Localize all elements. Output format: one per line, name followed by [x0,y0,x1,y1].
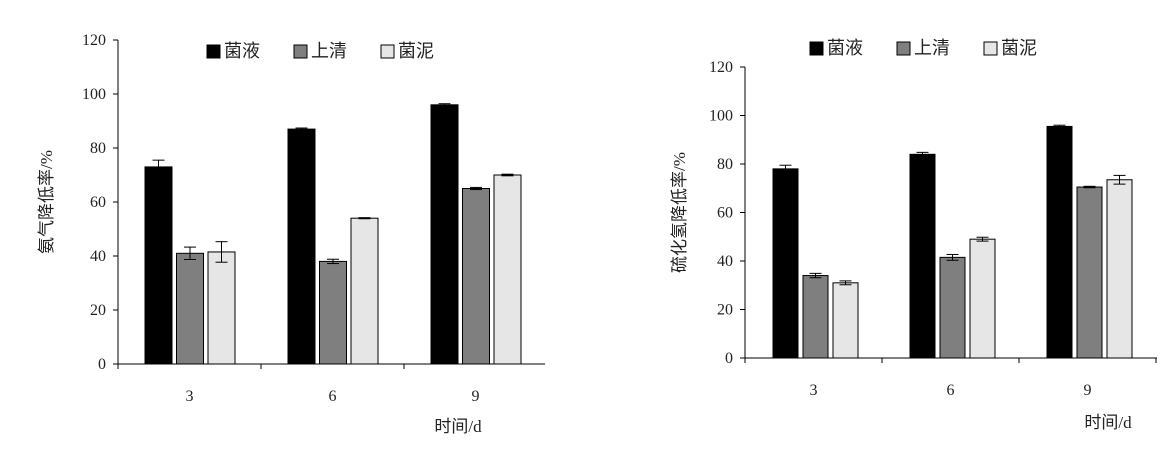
x-axis-title: 时间/d [434,417,482,436]
legend-label-菌液: 菌液 [224,41,260,61]
legend-swatch-菌液 [206,44,221,59]
bar-上清-3 [176,252,204,365]
y-tick-label: 80 [90,140,106,157]
x-axis-title: 时间/d [1084,413,1132,432]
y-tick-label: 0 [725,350,733,367]
legend-swatch-菌泥 [380,44,395,59]
bar-菌液-9 [1046,125,1073,359]
y-tick-label: 100 [709,108,733,125]
legend-label-上清: 上清 [311,41,347,61]
x-tick-label: 9 [472,388,480,405]
x-tick-label: 6 [329,388,337,405]
bar-菌液-3 [772,168,799,359]
bar-菌泥-3 [832,282,859,359]
bar-菌液-9 [430,104,459,365]
bar-上清-9 [1076,186,1103,359]
y-tick-label: 60 [90,194,106,211]
legend-label-上清: 上清 [914,38,950,58]
y-tick-label: 20 [90,302,106,319]
y-axis-title: 硫化氢降低率/% [670,152,689,273]
bar-菌液-6 [287,128,316,365]
legend-swatch-菌泥 [983,41,998,56]
bar-上清-3 [802,275,829,359]
chart-1: 0 20 40 60 80 100 120 3 6 9 氨气降低率/% 时间/d 菌液 上清 菌泥 [37,32,545,436]
legend: 菌液 上清 菌泥 [206,41,434,61]
bar-菌泥-3 [207,251,236,365]
legend-label-菌泥: 菌泥 [398,41,434,61]
x-tick-label: 6 [947,382,955,399]
y-tick-label: 100 [82,86,106,103]
y-tick-label: 120 [709,59,733,76]
legend-label-菌泥: 菌泥 [1001,38,1037,58]
legend-swatch-上清 [293,44,308,59]
bar-菌泥-9 [1106,179,1133,359]
x-tick-label: 3 [186,388,194,405]
bar-菌液-6 [909,153,936,359]
y-tick-label: 80 [717,156,733,173]
bar-菌泥-9 [493,174,522,365]
bar-上清-6 [939,256,966,359]
bar-上清-6 [319,260,347,365]
x-tick-label: 3 [810,382,818,399]
bar-菌泥-6 [969,238,996,359]
legend-swatch-菌液 [809,41,824,56]
legend-swatch-上清 [896,41,911,56]
legend: 菌液 上清 菌泥 [809,38,1037,58]
y-axis-title: 氨气降低率/% [37,150,56,254]
chart-2: 0 20 40 60 80 100 120 3 6 9 硫化氢降低率/% 时间/d 菌液 上清 菌泥 [670,38,1157,432]
y-tick-label: 40 [90,248,106,265]
bar-菌液-3 [144,166,173,365]
y-tick-label: 40 [717,253,733,270]
y-tick-label: 60 [717,205,733,222]
bar-上清-9 [462,188,490,365]
legend-label-菌液: 菌液 [827,38,863,58]
bar-菌泥-6 [350,217,379,365]
x-tick-label: 9 [1084,382,1092,399]
y-tick-label: 0 [98,356,106,373]
y-tick-label: 20 [717,302,733,319]
y-tick-label: 120 [82,32,106,49]
